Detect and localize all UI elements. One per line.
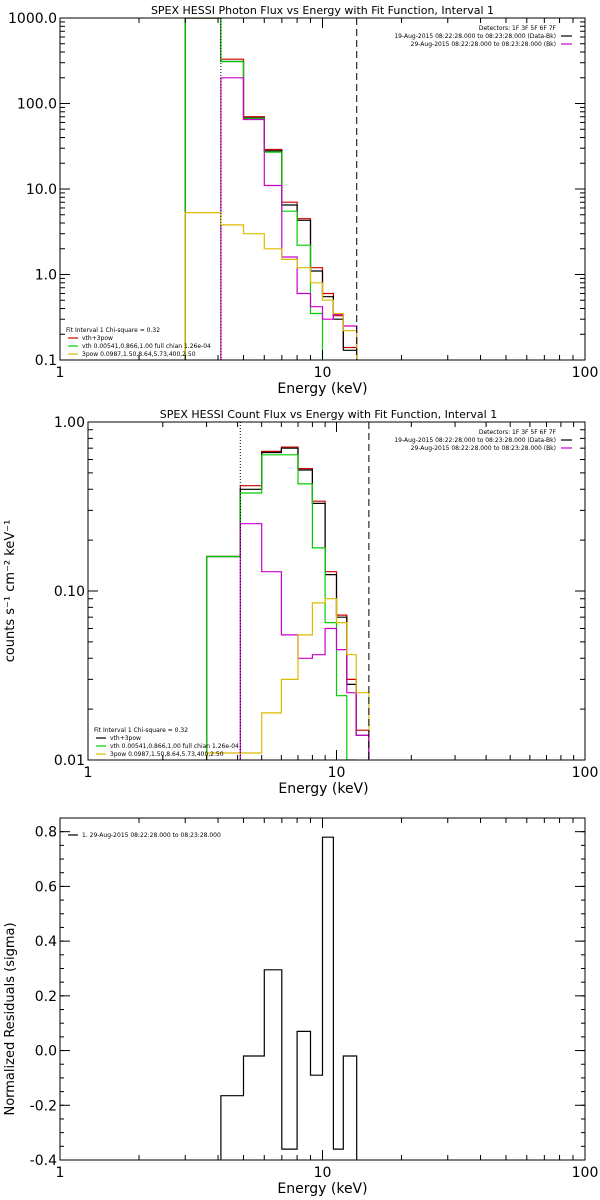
chart-title: SPEX HESSI Photon Flux vs Energy with Fi… [151,4,494,17]
series-line-3 [184,18,324,360]
fit-legend: Fit Interval 1 Chi-square = 0.32vth+3pow… [66,327,211,358]
y-tick-label: 1.0 [35,268,57,284]
y-tick-label: 1.00 [54,415,85,431]
x-tick-label: 1 [84,765,93,781]
y-tick-label: 0.10 [54,584,85,600]
detector-info-line: 19-Aug-2015 08:22:28.000 to 08:23:28.000… [394,33,556,40]
x-tick-label: 100 [572,765,599,781]
x-tick-label: 100 [572,365,599,381]
series-line-2 [206,447,370,760]
legend-heading: Fit Interval 1 Chi-square = 0.32 [94,727,188,734]
y-tick-label: 0.8 [35,825,57,841]
chart-panel-3: 1 10 100 Energy (keV) -0.4 -0.2 0.0 0.2 0.4 0.6 0.… [3,817,599,1197]
x-axis: 1 10 100 Energy (keV) [56,818,599,1197]
y-tick-label: 10.0 [26,182,57,198]
legend-entry: vth+3pow [110,735,141,742]
detector-info-line: 19-Aug-2015 08:22:28.000 to 08:23:28.000… [394,437,556,444]
y-tick-label: -0.2 [30,1098,57,1114]
y-axis-label: counts s⁻¹ cm⁻² keV⁻¹ [3,520,18,663]
series-line-3 [206,454,357,760]
x-axis: 1 10 100 Energy (keV) [84,422,599,797]
series-line-4 [220,77,358,360]
y-axis-label: Normalized Residuals (sigma) [3,922,18,1115]
series-line-1 [206,446,370,760]
y-tick-label: 0.6 [35,879,57,895]
series-group [206,446,370,760]
y-tick-label: 0.01 [54,753,85,769]
legend-entry: 3pow 0.0987,1.50,8.64,5.73,400,2.50 [110,751,224,758]
fit-legend: 1. 29-Aug-2015 08:22:28.000 to 08:23:28.… [68,832,221,839]
x-axis-label: Energy (keV) [277,381,367,397]
y-tick-label: 0.1 [35,353,57,369]
y-axis: 0.01 0.10 1.00 counts s⁻¹ cm⁻² keV⁻¹ [3,415,585,769]
series-line-1 [184,18,358,360]
series-group [220,836,358,1160]
legend-heading: Fit Interval 1 Chi-square = 0.32 [66,327,160,334]
y-tick-label: -0.4 [30,1153,57,1169]
x-tick-label: 1 [56,1165,65,1181]
detector-info-line: Detectors: 1F 3F 5F 6F 7F [479,429,557,436]
legend-entry: 3pow 0.0987,1.50,8.64,5.73,400,2.50 [82,351,196,358]
y-tick-label: 0.0 [35,1044,57,1060]
x-axis-label: Energy (keV) [277,1181,367,1197]
legend-entry: vth 0.00541,0.866,1.00 full chian 1.26e-… [82,343,211,350]
y-axis: -0.4 -0.2 0.0 0.2 0.4 0.6 0.8 Normalized Residu… [3,825,585,1169]
x-tick-label: 10 [314,1165,332,1181]
x-tick-label: 10 [328,765,346,781]
y-axis: 0.1 1.0 10.0 100.0 1000.0 [8,11,585,369]
series-line-5 [184,212,358,360]
x-axis-label: Energy (keV) [278,781,368,797]
legend-entry: vth+3pow [82,335,113,342]
detector-info-line: 29-Aug-2015 08:22:28.000 to 08:23:28.000… [411,445,556,452]
series-line-1 [220,836,358,1160]
y-tick-label: 0.2 [35,989,57,1005]
fit-legend: Fit Interval 1 Chi-square = 0.32vth+3pow… [94,727,239,758]
series-line-5 [206,598,370,760]
series-line-2 [184,18,358,360]
x-axis: 1 10 100 Energy (keV) [56,18,599,397]
x-tick-label: 100 [572,1165,599,1181]
x-tick-label: 1 [56,365,65,381]
chart-panel-2: SPEX HESSI Count Flux vs Energy with Fit… [3,408,598,797]
y-tick-label: 1000.0 [8,11,57,27]
series-line-4 [239,523,370,760]
legend-entry: 1. 29-Aug-2015 08:22:28.000 to 08:23:28.… [82,832,221,839]
legend-entry: vth 0.00541,0.866,1.00 full chian 1.26e-… [110,743,239,750]
y-tick-label: 100.0 [17,97,57,113]
x-tick-label: 10 [314,365,332,381]
detector-info-line: Detectors: 1F 3F 5F 6F 7F [479,25,557,32]
chart-title: SPEX HESSI Count Flux vs Energy with Fit… [160,408,497,421]
chart-panel-1: SPEX HESSI Photon Flux vs Energy with Fi… [8,4,598,397]
detector-info-line: 29-Aug-2015 08:22:28.000 to 08:23:28.000… [411,41,556,48]
y-tick-label: 0.4 [35,934,57,950]
series-group [184,18,358,360]
